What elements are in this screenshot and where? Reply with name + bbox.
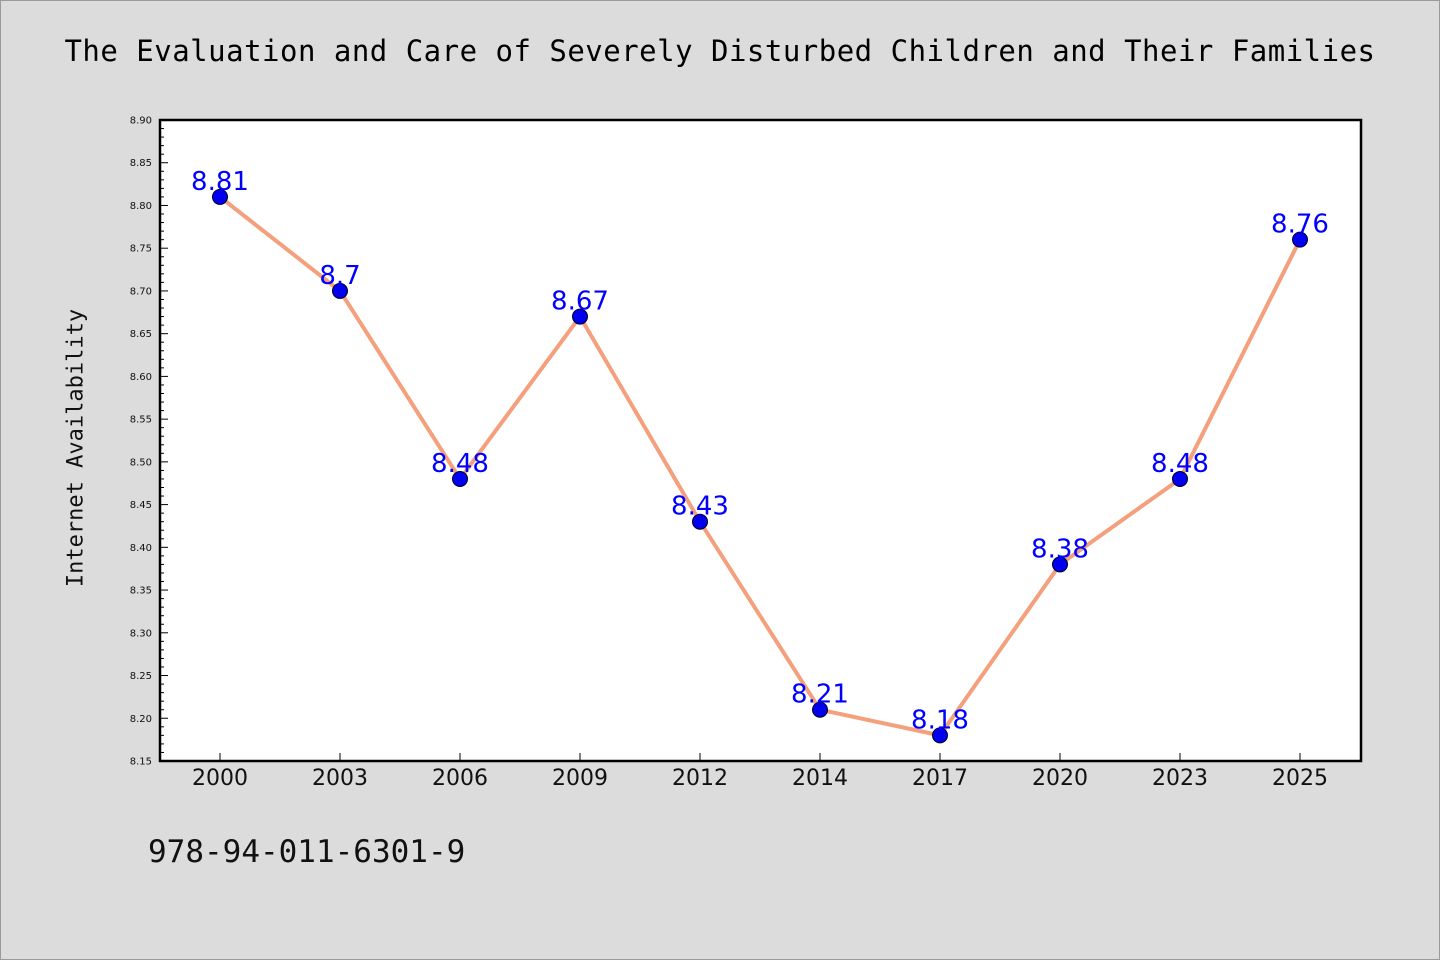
y-tick-label: 8.30 [130, 628, 152, 639]
data-point [932, 727, 948, 744]
data-label: 8.21 [791, 680, 849, 710]
chart-title: The Evaluation and Care of Severely Dist… [64, 34, 1376, 68]
y-tick-label: 8.45 [130, 500, 152, 511]
data-label: 8.67 [551, 287, 609, 317]
y-tick-label: 8.85 [130, 158, 152, 169]
data-label: 8.48 [1151, 449, 1209, 479]
x-tick-label: 2020 [1032, 766, 1088, 791]
data-label: 8.81 [191, 167, 249, 197]
data-label: 8.48 [431, 449, 489, 479]
y-tick-label: 8.40 [130, 543, 152, 554]
x-tick-label: 2006 [432, 766, 488, 791]
plot-area [160, 120, 1361, 761]
x-tick-label: 2014 [792, 766, 848, 791]
x-tick-label: 2003 [312, 766, 368, 791]
series-line [218, 194, 1302, 738]
y-tick-label: 8.25 [130, 671, 152, 682]
y-tick-label: 8.90 [130, 116, 152, 127]
data-point [332, 282, 348, 299]
data-point [572, 308, 588, 325]
x-tick-label: 2012 [672, 766, 728, 791]
data-point [452, 470, 468, 487]
y-tick-label: 8.55 [130, 415, 152, 426]
y-tick-label: 8.75 [130, 244, 152, 255]
data-point [1292, 231, 1308, 248]
y-tick-label: 8.65 [130, 329, 152, 340]
data-point [212, 188, 228, 205]
data-point [1172, 470, 1188, 487]
isbn-text: 978-94-011-6301-9 [148, 834, 466, 870]
y-tick-label: 8.15 [130, 757, 152, 768]
data-label: 8.43 [671, 492, 729, 522]
data-label: 8.38 [1031, 534, 1089, 564]
plot-border [158, 118, 1363, 763]
data-label: 8.18 [911, 705, 969, 735]
x-tick-label: 2000 [192, 766, 248, 791]
y-tick-label: 8.70 [130, 286, 152, 297]
x-tick-label: 2023 [1152, 766, 1208, 791]
data-point [812, 701, 828, 718]
y-tick-label: 8.50 [130, 457, 152, 468]
x-tick-label: 2009 [552, 766, 608, 791]
data-label: 8.7 [319, 261, 360, 291]
y-tick-label: 8.20 [130, 714, 152, 725]
data-label: 8.76 [1271, 210, 1329, 240]
y-tick-label: 8.80 [130, 201, 152, 212]
y-tick-label: 8.60 [130, 372, 152, 383]
data-point [1052, 556, 1068, 573]
x-tick-label: 2025 [1272, 766, 1328, 791]
x-tick-label: 2017 [912, 766, 968, 791]
y-tick-label: 8.35 [130, 586, 152, 597]
data-point [692, 513, 708, 530]
